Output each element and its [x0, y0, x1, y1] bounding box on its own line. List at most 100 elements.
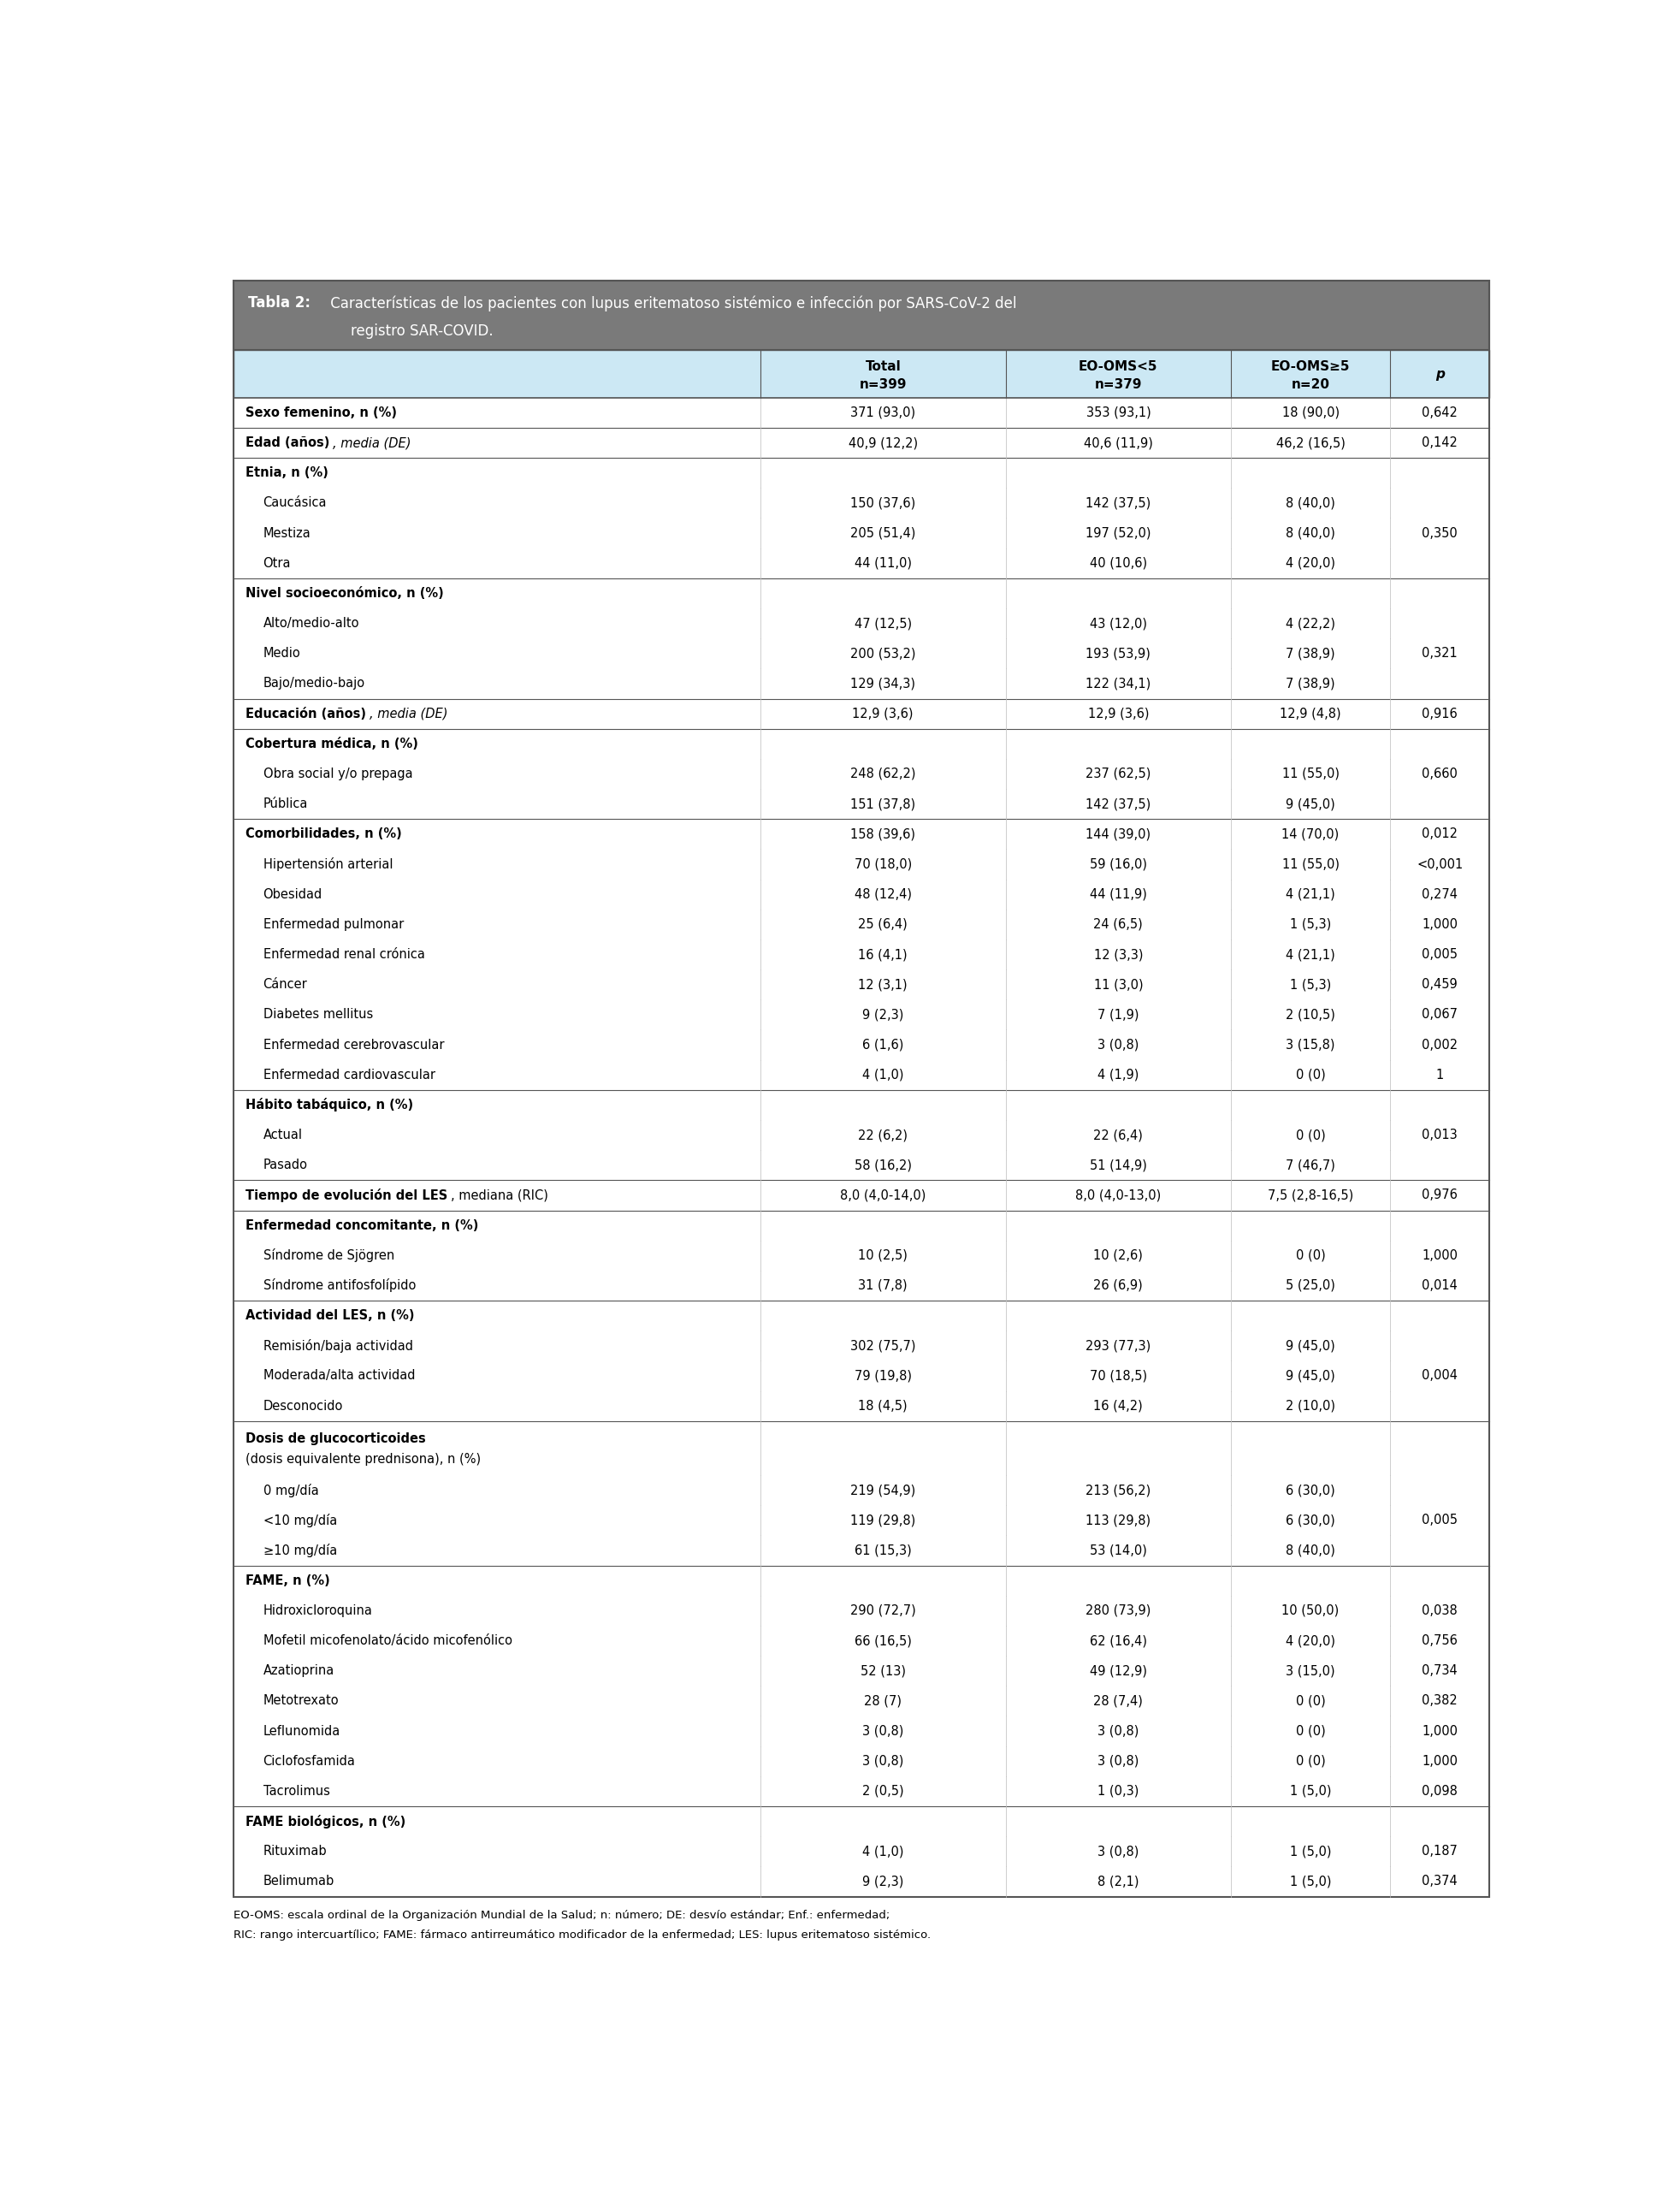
Text: 129 (34,3): 129 (34,3)	[850, 677, 916, 690]
Text: 46,2 (16,5): 46,2 (16,5)	[1275, 437, 1344, 450]
Text: 0,756: 0,756	[1421, 1634, 1457, 1647]
Text: 12 (3,1): 12 (3,1)	[858, 979, 907, 990]
Bar	[234, 549, 1488, 578]
Text: n=20: n=20	[1290, 377, 1329, 390]
Text: 0,459: 0,459	[1421, 979, 1457, 990]
Text: 43 (12,0): 43 (12,0)	[1089, 617, 1146, 631]
Text: 8 (40,0): 8 (40,0)	[1285, 527, 1334, 540]
Text: 1,000: 1,000	[1421, 1724, 1457, 1738]
Bar	[234, 668, 1488, 699]
Text: Belimumab: Belimumab	[264, 1874, 334, 1887]
Text: 4 (1,0): 4 (1,0)	[862, 1846, 904, 1859]
Text: Enfermedad cerebrovascular: Enfermedad cerebrovascular	[264, 1039, 444, 1052]
Bar	[234, 351, 1488, 397]
Text: 4 (20,0): 4 (20,0)	[1285, 558, 1334, 569]
Text: 193 (53,9): 193 (53,9)	[1085, 646, 1151, 659]
Text: , mediana (RIC): , mediana (RIC)	[450, 1188, 548, 1202]
Text: 47 (12,5): 47 (12,5)	[853, 617, 911, 631]
Text: 4 (21,1): 4 (21,1)	[1285, 948, 1334, 961]
Text: 144 (39,0): 144 (39,0)	[1085, 827, 1151, 840]
Text: Total: Total	[865, 359, 900, 373]
Text: 0,187: 0,187	[1421, 1846, 1457, 1859]
Bar	[234, 518, 1488, 549]
Text: 353 (93,1): 353 (93,1)	[1085, 406, 1151, 419]
Text: 280 (73,9): 280 (73,9)	[1085, 1605, 1151, 1616]
Text: Hábito tabáquico, n (%): Hábito tabáquico, n (%)	[245, 1098, 413, 1111]
Text: Edad (años): Edad (años)	[245, 437, 329, 450]
Text: 59 (16,0): 59 (16,0)	[1089, 858, 1146, 871]
Text: 0,916: 0,916	[1421, 708, 1457, 721]
Text: 9 (45,0): 9 (45,0)	[1285, 1369, 1334, 1383]
Text: EO-OMS≥5: EO-OMS≥5	[1270, 359, 1349, 373]
Text: Dosis de glucocorticoides: Dosis de glucocorticoides	[245, 1431, 425, 1444]
Text: 200 (53,2): 200 (53,2)	[850, 646, 916, 659]
Text: 0,374: 0,374	[1421, 1874, 1457, 1887]
Text: 9 (45,0): 9 (45,0)	[1285, 798, 1334, 811]
Bar	[234, 1420, 1488, 1475]
Text: 0,350: 0,350	[1421, 527, 1457, 540]
Text: 12,9 (3,6): 12,9 (3,6)	[1087, 708, 1149, 721]
Text: 11 (55,0): 11 (55,0)	[1282, 858, 1339, 871]
Text: 0,382: 0,382	[1421, 1693, 1457, 1707]
Text: 290 (72,7): 290 (72,7)	[850, 1605, 916, 1616]
Text: 1 (5,3): 1 (5,3)	[1289, 979, 1331, 990]
Text: 16 (4,2): 16 (4,2)	[1094, 1400, 1142, 1413]
Text: 0,004: 0,004	[1421, 1369, 1457, 1383]
Bar	[234, 1806, 1488, 1837]
Text: 0,067: 0,067	[1421, 1008, 1457, 1021]
Text: Obesidad: Obesidad	[264, 889, 323, 900]
Text: 3 (0,8): 3 (0,8)	[1097, 1724, 1139, 1738]
Bar	[234, 578, 1488, 609]
Text: 22 (6,4): 22 (6,4)	[1094, 1129, 1142, 1142]
Bar	[234, 1391, 1488, 1420]
Text: 8 (40,0): 8 (40,0)	[1285, 496, 1334, 509]
Text: Nivel socioeconómico, n (%): Nivel socioeconómico, n (%)	[245, 587, 444, 600]
Text: 213 (56,2): 213 (56,2)	[1085, 1484, 1151, 1497]
Text: 49 (12,9): 49 (12,9)	[1089, 1665, 1146, 1678]
Text: 3 (0,8): 3 (0,8)	[1097, 1755, 1139, 1768]
Text: Metotrexato: Metotrexato	[264, 1693, 339, 1707]
Bar	[234, 970, 1488, 999]
Text: FAME, n (%): FAME, n (%)	[245, 1574, 329, 1588]
Text: Ciclofosfamida: Ciclofosfamida	[264, 1755, 354, 1768]
Text: 11 (3,0): 11 (3,0)	[1094, 979, 1142, 990]
Bar	[234, 789, 1488, 818]
Bar	[234, 1475, 1488, 1506]
Text: 1,000: 1,000	[1421, 917, 1457, 931]
Text: Características de los pacientes con lupus eritematoso sistémico e infección por: Características de los pacientes con lup…	[326, 295, 1016, 311]
Text: Enfermedad renal crónica: Enfermedad renal crónica	[264, 948, 425, 961]
Text: 293 (77,3): 293 (77,3)	[1085, 1338, 1151, 1352]
Text: 6 (30,0): 6 (30,0)	[1285, 1515, 1334, 1526]
Bar	[234, 1746, 1488, 1777]
Text: 66 (16,5): 66 (16,5)	[853, 1634, 911, 1647]
Text: 0,321: 0,321	[1421, 646, 1457, 659]
Text: 4 (22,2): 4 (22,2)	[1285, 617, 1334, 631]
Bar	[234, 849, 1488, 880]
Text: 0,734: 0,734	[1421, 1665, 1457, 1678]
Text: 2 (10,5): 2 (10,5)	[1285, 1008, 1334, 1021]
Text: 51 (14,9): 51 (14,9)	[1089, 1160, 1146, 1171]
Text: 1: 1	[1435, 1069, 1443, 1080]
Bar	[234, 280, 1488, 351]
Text: 9 (2,3): 9 (2,3)	[862, 1874, 904, 1887]
Text: 52 (13): 52 (13)	[860, 1665, 906, 1678]
Text: 11 (55,0): 11 (55,0)	[1282, 767, 1339, 781]
Text: 0,002: 0,002	[1421, 1039, 1457, 1052]
Text: , media (DE): , media (DE)	[370, 708, 447, 721]
Text: 1,000: 1,000	[1421, 1755, 1457, 1768]
Text: 22 (6,2): 22 (6,2)	[858, 1129, 907, 1142]
Text: 8,0 (4,0-13,0): 8,0 (4,0-13,0)	[1075, 1188, 1161, 1202]
Text: 7 (38,9): 7 (38,9)	[1285, 677, 1334, 690]
Text: 14 (70,0): 14 (70,0)	[1282, 827, 1339, 840]
Text: Obra social y/o prepaga: Obra social y/o prepaga	[264, 767, 412, 781]
Text: Tabla 2:: Tabla 2:	[247, 295, 311, 311]
Bar	[234, 939, 1488, 970]
Text: Leflunomida: Leflunomida	[264, 1724, 339, 1738]
Text: Comorbilidades, n (%): Comorbilidades, n (%)	[245, 827, 402, 840]
Text: 1 (5,0): 1 (5,0)	[1289, 1784, 1331, 1797]
Bar	[234, 487, 1488, 518]
Bar	[234, 818, 1488, 849]
Text: 0,098: 0,098	[1421, 1784, 1457, 1797]
Bar	[234, 428, 1488, 459]
Text: 371 (93,0): 371 (93,0)	[850, 406, 916, 419]
